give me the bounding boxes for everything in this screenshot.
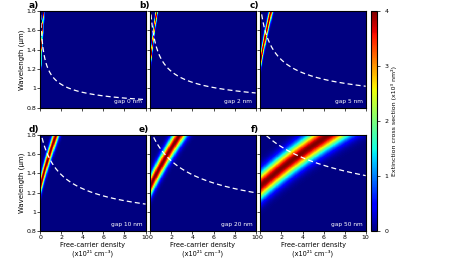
Text: gap 10 nm: gap 10 nm [111,222,142,227]
Text: f): f) [251,125,259,134]
Y-axis label: Wavelength (μm): Wavelength (μm) [18,153,25,213]
X-axis label: Free-carrier density
(x10²¹ cm⁻³): Free-carrier density (x10²¹ cm⁻³) [60,242,126,257]
Y-axis label: Wavelength (μm): Wavelength (μm) [18,29,25,89]
Text: a): a) [29,1,39,10]
Text: c): c) [250,1,259,10]
X-axis label: Free-carrier density
(x10²¹ cm⁻³): Free-carrier density (x10²¹ cm⁻³) [281,242,346,257]
Text: gap 20 nm: gap 20 nm [221,222,253,227]
Text: gap 50 nm: gap 50 nm [331,222,363,227]
Text: gap 5 nm: gap 5 nm [335,99,363,104]
X-axis label: Free-carrier density
(x10²¹ cm⁻³): Free-carrier density (x10²¹ cm⁻³) [171,242,236,257]
Y-axis label: Extinction cross section (x10³ nm²): Extinction cross section (x10³ nm²) [391,66,397,176]
Text: d): d) [29,125,39,134]
Text: e): e) [139,125,149,134]
Text: b): b) [139,1,149,10]
Text: gap 0 nm: gap 0 nm [114,99,142,104]
Text: gap 2 nm: gap 2 nm [225,99,253,104]
